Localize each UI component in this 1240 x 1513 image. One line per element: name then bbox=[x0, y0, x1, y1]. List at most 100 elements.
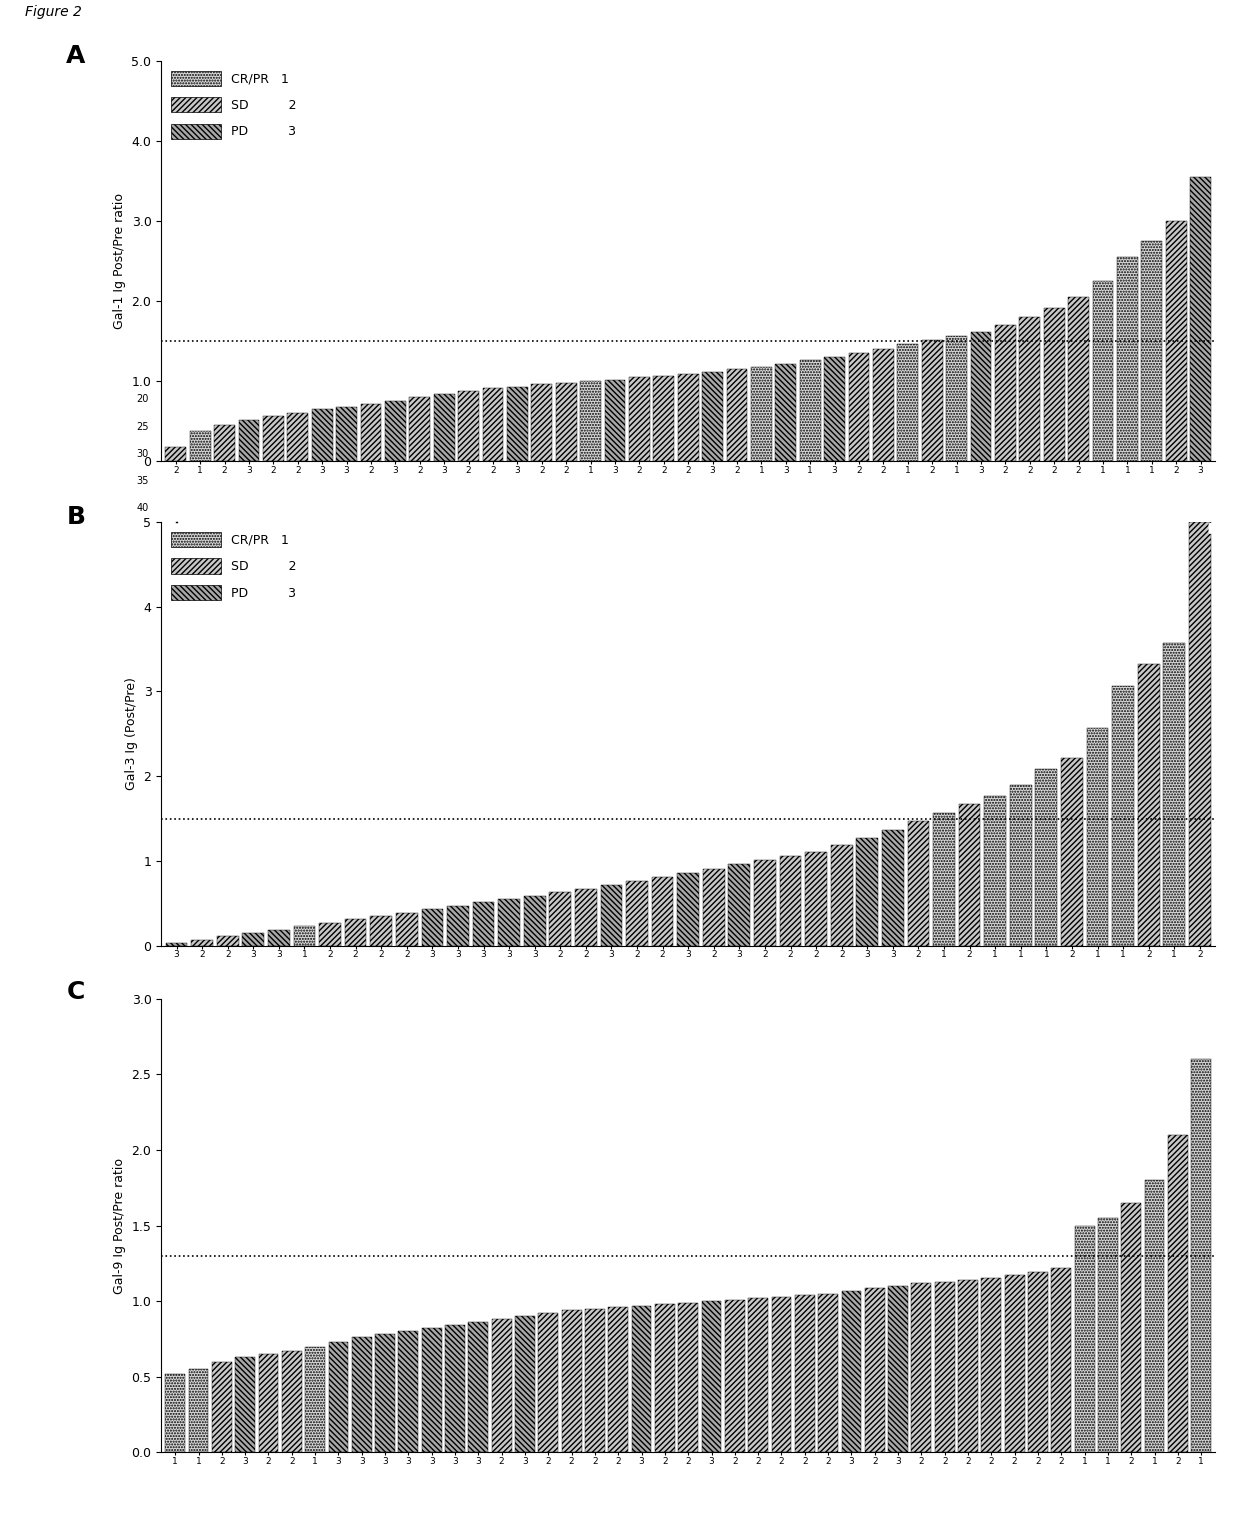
Bar bbox=[981, 1278, 1001, 1452]
Bar bbox=[1192, 1059, 1211, 1452]
Bar bbox=[678, 374, 698, 461]
Bar bbox=[652, 878, 673, 946]
Bar bbox=[165, 1374, 185, 1452]
Bar bbox=[1190, 177, 1211, 461]
Bar bbox=[361, 404, 382, 461]
Bar bbox=[1028, 1272, 1048, 1452]
Bar bbox=[728, 864, 750, 946]
Bar bbox=[800, 360, 821, 461]
Bar bbox=[775, 363, 796, 461]
Bar bbox=[259, 1354, 278, 1452]
Bar bbox=[908, 822, 929, 946]
Bar bbox=[771, 1297, 791, 1452]
Bar bbox=[994, 325, 1016, 461]
Bar bbox=[1099, 1218, 1117, 1452]
Bar bbox=[1035, 770, 1058, 946]
Bar bbox=[873, 350, 894, 461]
Bar bbox=[825, 357, 844, 461]
Bar bbox=[888, 1286, 908, 1452]
Bar bbox=[482, 389, 503, 461]
Bar bbox=[985, 796, 1006, 946]
Bar bbox=[857, 838, 878, 946]
Bar bbox=[605, 380, 625, 461]
Y-axis label: Gal-9 Ig Post/Pre ratio: Gal-9 Ig Post/Pre ratio bbox=[113, 1157, 126, 1294]
Bar bbox=[727, 369, 748, 461]
Bar bbox=[422, 1328, 441, 1452]
Bar bbox=[1117, 257, 1138, 461]
Bar bbox=[609, 1307, 629, 1452]
Bar bbox=[805, 852, 827, 946]
Bar bbox=[305, 1347, 325, 1452]
Bar bbox=[345, 920, 367, 946]
Bar bbox=[1086, 728, 1109, 946]
Bar bbox=[818, 1294, 838, 1452]
Bar bbox=[1189, 522, 1210, 946]
Bar bbox=[1052, 1268, 1071, 1452]
Bar bbox=[288, 413, 309, 461]
Bar bbox=[409, 398, 430, 461]
Bar bbox=[469, 1322, 489, 1452]
Bar bbox=[600, 885, 622, 946]
Bar bbox=[702, 1301, 722, 1452]
Bar bbox=[1075, 1226, 1095, 1452]
Bar bbox=[434, 393, 455, 461]
Bar bbox=[959, 803, 981, 946]
Bar bbox=[1009, 785, 1032, 946]
Bar bbox=[445, 1325, 465, 1452]
Bar bbox=[165, 446, 186, 461]
Bar bbox=[523, 896, 546, 946]
Text: 20: 20 bbox=[136, 395, 149, 404]
Bar bbox=[702, 372, 723, 461]
Bar bbox=[946, 336, 967, 461]
Bar bbox=[507, 387, 528, 461]
Bar bbox=[677, 873, 699, 946]
Bar bbox=[653, 375, 675, 461]
Bar bbox=[971, 331, 991, 461]
Text: B: B bbox=[67, 505, 86, 530]
Text: Figure 2: Figure 2 bbox=[25, 5, 82, 18]
Bar bbox=[166, 943, 187, 946]
Bar bbox=[352, 1337, 372, 1452]
Text: C: C bbox=[67, 980, 84, 1005]
Bar bbox=[678, 1303, 698, 1452]
Bar bbox=[422, 909, 443, 946]
Bar bbox=[236, 1357, 255, 1452]
Bar bbox=[1068, 297, 1089, 461]
Bar bbox=[191, 940, 213, 946]
Bar bbox=[655, 1304, 675, 1452]
Bar bbox=[562, 1310, 582, 1452]
Bar bbox=[472, 902, 495, 946]
Bar bbox=[243, 934, 264, 946]
Bar bbox=[725, 1300, 745, 1452]
Bar bbox=[911, 1283, 931, 1452]
Bar bbox=[294, 926, 315, 946]
Bar bbox=[1019, 318, 1040, 461]
Bar bbox=[319, 923, 341, 946]
Bar bbox=[580, 381, 601, 461]
Bar bbox=[263, 416, 284, 461]
Bar bbox=[217, 937, 238, 946]
Y-axis label: Gal-3 Ig (Post/Pre): Gal-3 Ig (Post/Pre) bbox=[125, 678, 138, 790]
Bar bbox=[329, 1342, 348, 1452]
Bar bbox=[1145, 1180, 1164, 1452]
Bar bbox=[754, 859, 776, 946]
Bar bbox=[532, 384, 552, 461]
Bar bbox=[898, 345, 918, 461]
Bar bbox=[515, 1316, 534, 1452]
Bar bbox=[864, 1288, 884, 1452]
Text: 35: 35 bbox=[136, 477, 149, 486]
Bar bbox=[376, 1334, 396, 1452]
Bar bbox=[311, 410, 332, 461]
Bar bbox=[1092, 281, 1114, 461]
Y-axis label: Gal-1 Ig Post/Pre ratio: Gal-1 Ig Post/Pre ratio bbox=[113, 194, 126, 328]
Bar bbox=[336, 407, 357, 461]
Bar bbox=[498, 899, 520, 946]
Text: 30: 30 bbox=[136, 449, 149, 458]
Bar bbox=[190, 431, 211, 461]
Bar bbox=[842, 1291, 862, 1452]
Bar bbox=[459, 390, 479, 461]
Bar bbox=[386, 401, 405, 461]
Bar bbox=[1166, 221, 1187, 461]
Bar bbox=[780, 856, 801, 946]
Bar bbox=[935, 1282, 955, 1452]
